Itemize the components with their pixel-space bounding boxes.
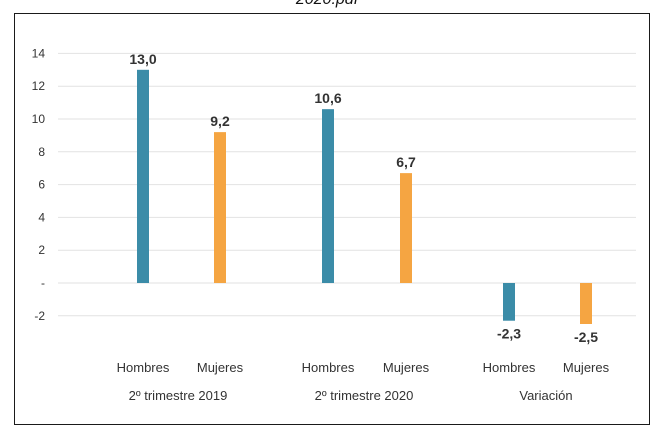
- x-tick-label: Hombres: [483, 360, 536, 375]
- y-tick-label: 10: [32, 112, 46, 126]
- gridlines: [58, 52, 636, 317]
- bar-hombres: [322, 109, 334, 283]
- data-label: 9,2: [210, 113, 230, 129]
- group-labels: 2º trimestre 2019 2º trimestre 2020 Variac…: [129, 388, 573, 403]
- category-labels: Hombres Mujeres Hombres Mujeres Hombres Mujer…: [117, 360, 610, 375]
- x-tick-label: Mujeres: [197, 360, 244, 375]
- y-tick-label: -2: [34, 309, 45, 323]
- y-tick-label: 4: [38, 210, 45, 224]
- bar-mujeres: [400, 173, 412, 283]
- x-tick-label: Mujeres: [563, 360, 610, 375]
- page-caption: 2020.pdf: [0, 0, 654, 9]
- y-tick-label: 12: [32, 79, 46, 93]
- bars: [137, 69, 592, 324]
- value-labels: 13,0 9,2 10,6 6,7 -2,3 -2,5: [129, 51, 598, 345]
- y-axis-ticks: 14 12 10 8 6 4 2 - -2: [32, 46, 46, 322]
- y-tick-label: 6: [38, 178, 45, 192]
- bar-mujeres: [580, 283, 592, 324]
- y-tick-label: 2: [38, 243, 45, 257]
- y-tick-label: 14: [32, 46, 46, 60]
- data-label: -2,5: [574, 329, 598, 345]
- data-label: 6,7: [396, 154, 416, 170]
- y-tick-label: -: [41, 276, 45, 290]
- bar-hombres: [503, 283, 515, 321]
- bar-hombres: [137, 69, 149, 283]
- x-tick-label: Hombres: [302, 360, 355, 375]
- group-label: 2º trimestre 2020: [315, 388, 414, 403]
- x-tick-label: Hombres: [117, 360, 170, 375]
- bar-mujeres: [214, 132, 226, 283]
- x-tick-label: Mujeres: [383, 360, 430, 375]
- y-tick-label: 8: [38, 145, 45, 159]
- data-label: 13,0: [129, 51, 156, 67]
- data-label: 10,6: [314, 90, 341, 106]
- data-label: -2,3: [497, 326, 521, 342]
- group-label: Variación: [519, 388, 572, 403]
- group-label: 2º trimestre 2019: [129, 388, 228, 403]
